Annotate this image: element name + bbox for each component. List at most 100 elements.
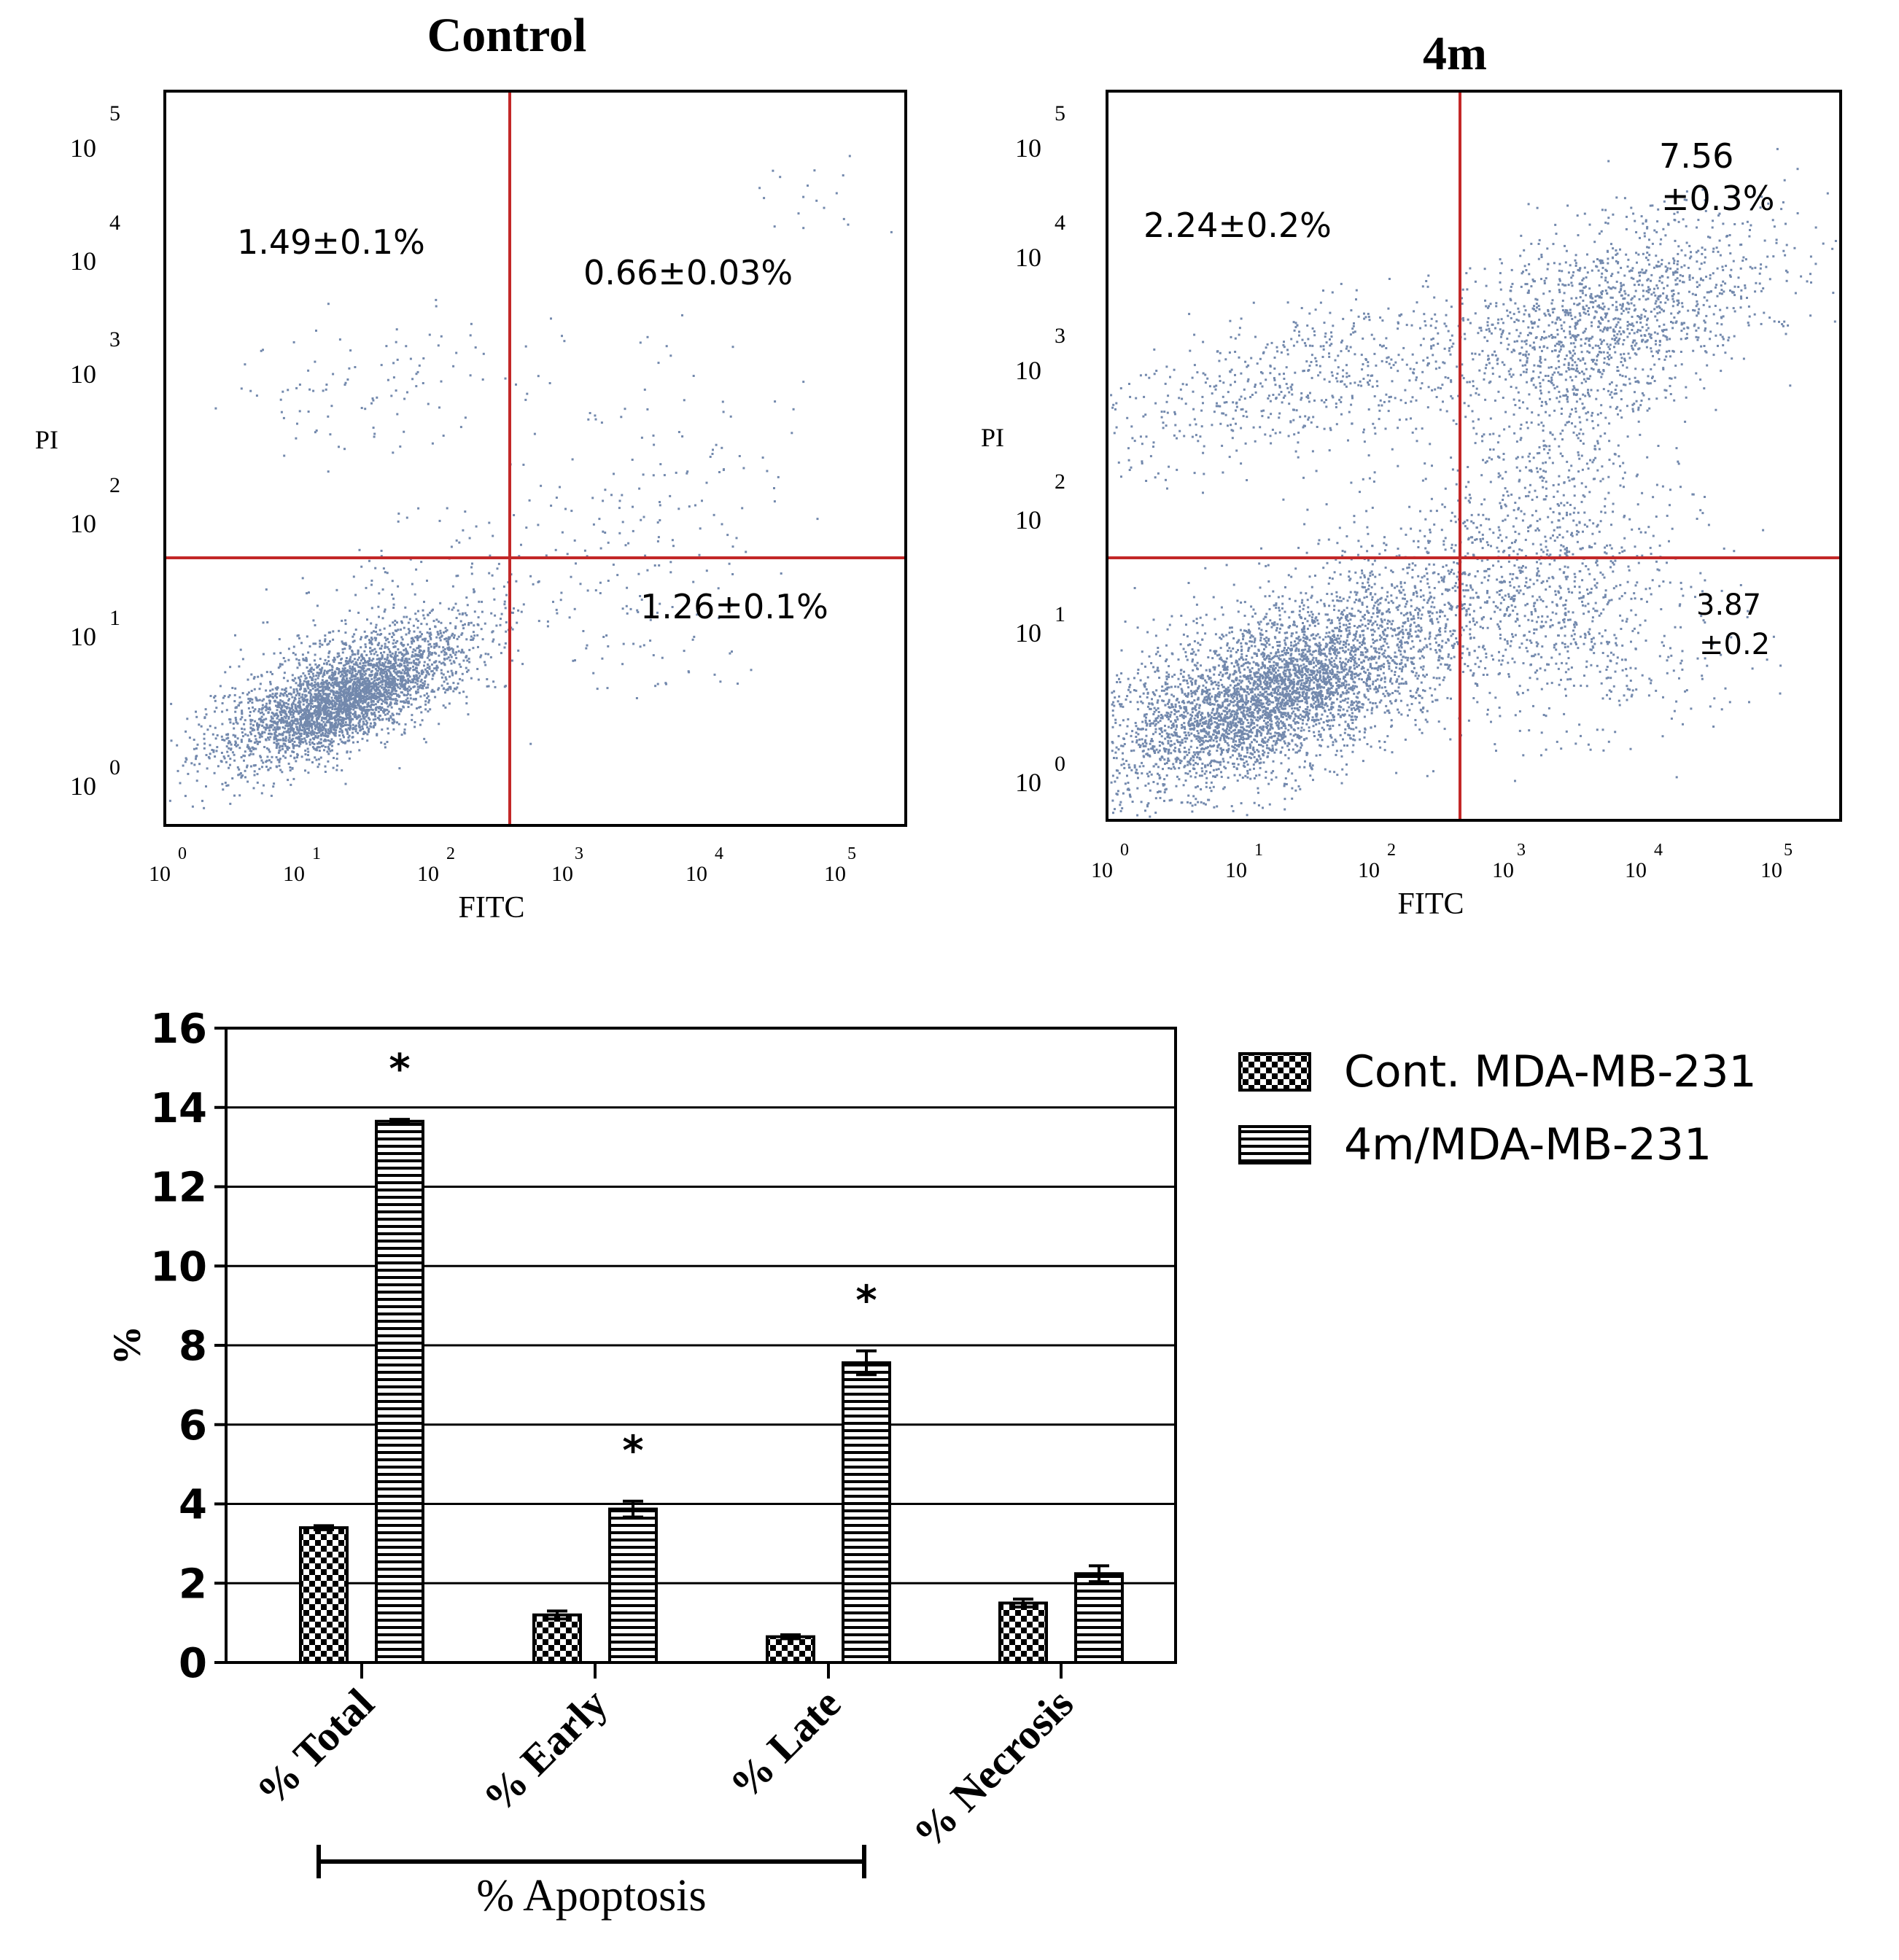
scatter-dot <box>327 732 330 735</box>
scatter-dot <box>316 736 319 739</box>
scatter-dot <box>278 727 281 730</box>
scatter-dot <box>309 683 312 686</box>
scatter-dot <box>305 724 307 727</box>
scatter-dot <box>220 735 223 738</box>
scatter-dot <box>274 700 276 703</box>
scatter-dot <box>204 708 207 711</box>
scatter-dot <box>307 369 310 372</box>
scatter-dot <box>338 708 341 711</box>
scatter-dot <box>1152 691 1154 693</box>
scatter-dot <box>378 629 381 631</box>
scatter-dot <box>341 651 344 654</box>
scatter-dot <box>305 694 308 697</box>
scatter-dot <box>1348 643 1350 646</box>
scatter-dot <box>360 666 362 669</box>
scatter-dot <box>331 744 333 747</box>
scatter-dot <box>409 646 412 649</box>
scatter-dot <box>1359 635 1362 638</box>
scatter-dot <box>191 805 194 808</box>
scatter-dot <box>311 761 314 763</box>
scatter-dot <box>440 684 443 687</box>
scatter-dot <box>378 634 381 637</box>
flow-plot-4m: 4m 2.24±0.2% 7.56 ±0.3% 3.87 ±0.2 10 0 1… <box>981 27 1842 921</box>
scatter-dot <box>304 659 306 662</box>
scatter-dot <box>461 672 464 675</box>
scatter-dot <box>225 709 228 712</box>
scatter-dot <box>362 713 365 716</box>
scatter-dot <box>380 741 383 744</box>
scatter-dot <box>240 776 243 779</box>
scatter-dot <box>360 674 363 677</box>
scatter-dot <box>383 708 386 711</box>
scatter-dot <box>229 741 232 744</box>
scatter-dot <box>329 750 332 752</box>
scatter-dot <box>652 434 655 437</box>
scatter-dot <box>545 554 548 557</box>
scatter-dot <box>366 678 369 681</box>
scatter-dot <box>316 700 319 703</box>
scatter-dot <box>1168 686 1170 689</box>
scatter-dot <box>1222 728 1224 731</box>
scatter-dot <box>279 749 281 752</box>
scatter-dot <box>239 648 242 651</box>
scatter-dot <box>298 694 300 697</box>
scatter-dot <box>1336 774 1339 777</box>
scatter-dot <box>1281 691 1284 693</box>
scatter-dot <box>1275 641 1278 643</box>
scatter-dot <box>289 707 292 710</box>
scatter-dot <box>1291 797 1294 800</box>
scatter-dot <box>559 599 562 602</box>
scatter-dot <box>285 701 288 704</box>
scatter-dot <box>368 687 370 689</box>
scatter-dot <box>332 630 335 633</box>
scatter-dot <box>464 612 467 615</box>
scatter-dot <box>586 644 589 647</box>
scatter-dot <box>1404 605 1407 608</box>
scatter-dot <box>305 656 308 659</box>
scatter-dot <box>221 723 224 726</box>
scatter-dot <box>1328 680 1331 682</box>
scatter-dot <box>395 341 397 343</box>
scatter-dot <box>273 736 276 739</box>
scatter-dot <box>1474 623 1476 626</box>
scatter-dot <box>287 779 290 782</box>
scatter-dot <box>413 726 416 728</box>
scatter-dot <box>268 729 271 732</box>
scatter-dot <box>353 639 356 642</box>
scatter-dot <box>659 504 661 507</box>
scatter-dot <box>1450 697 1452 700</box>
scatter-dot <box>372 658 375 661</box>
scatter-dot <box>196 743 199 746</box>
scatter-dot <box>430 610 433 612</box>
scatter-dot <box>346 704 349 707</box>
scatter-dot <box>428 632 431 635</box>
scatter-dot <box>1146 676 1149 679</box>
scatter-dot <box>365 689 368 692</box>
scatter-dot <box>428 333 431 336</box>
scatter-dot <box>433 661 436 664</box>
scatter-dot <box>1284 777 1287 779</box>
scatter-dot <box>384 642 387 645</box>
scatter-dot <box>1319 674 1321 677</box>
scatter-dot <box>381 680 384 682</box>
scatter-dot <box>321 697 324 700</box>
scatter-dot <box>352 708 355 711</box>
scatter-dot <box>281 732 284 735</box>
scatter-dot <box>639 595 642 597</box>
scatter-dot <box>303 712 306 715</box>
scatter-dot <box>327 688 330 691</box>
scatter-dot <box>392 676 395 679</box>
scatter-dot <box>211 749 214 751</box>
scatter-dot <box>443 631 445 634</box>
scatter-dot <box>370 640 373 643</box>
scatter-dot <box>360 654 362 657</box>
scatter-dot <box>387 653 389 656</box>
scatter-dot <box>427 701 430 704</box>
scatter-dot <box>1410 695 1413 697</box>
scatter-dot <box>583 549 586 552</box>
scatter-dot <box>1356 626 1359 629</box>
scatter-dot <box>343 696 346 699</box>
scatter-dot <box>338 446 340 448</box>
scatter-dot <box>360 646 362 649</box>
scatter-dot <box>669 571 672 574</box>
